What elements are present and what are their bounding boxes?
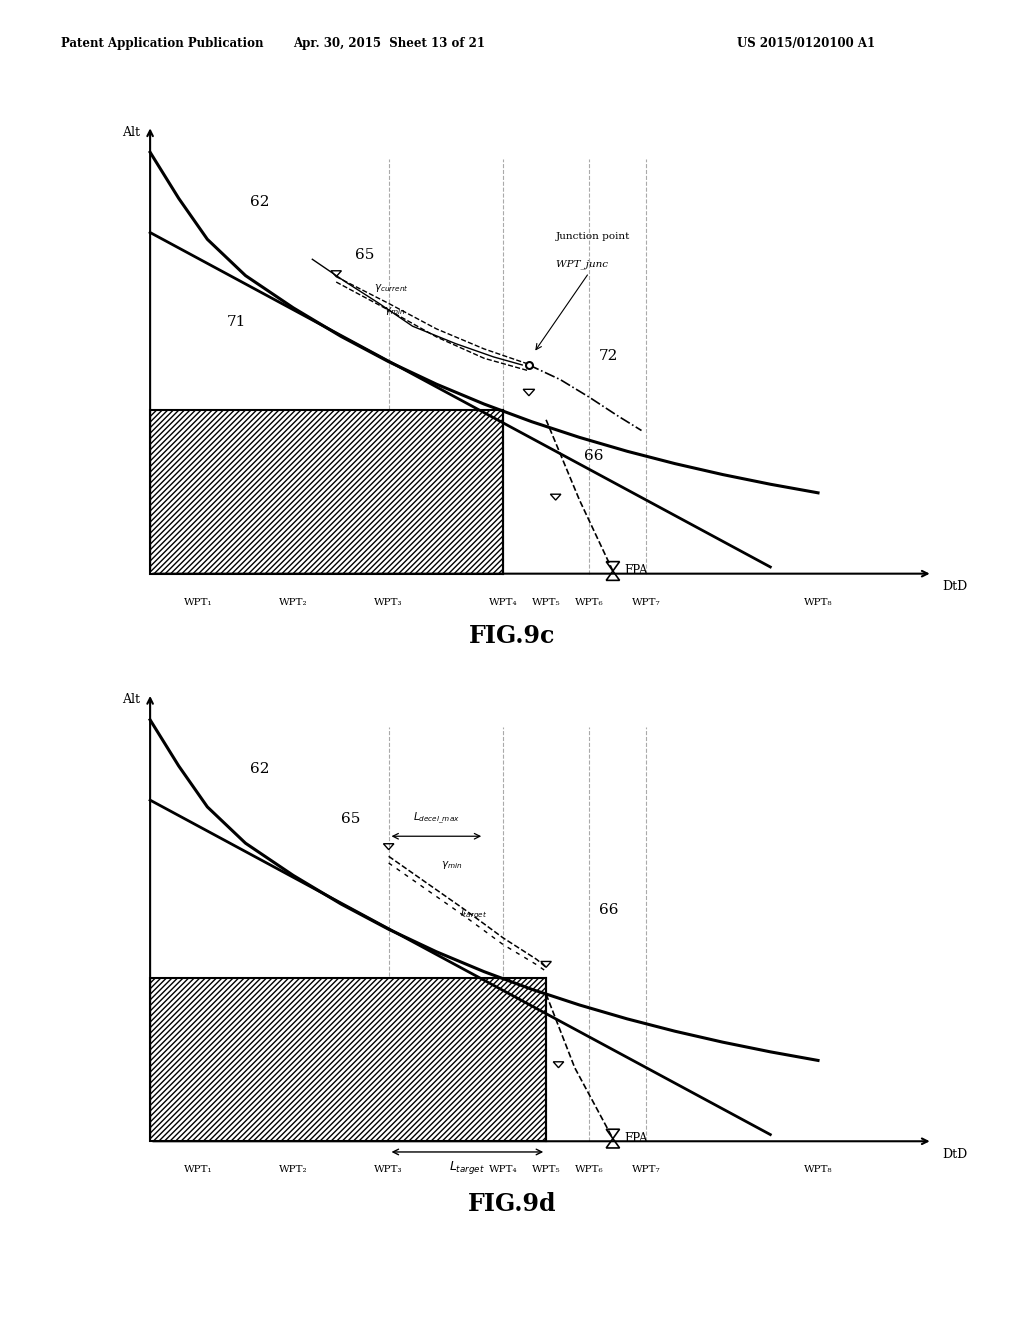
Text: Alt: Alt	[122, 125, 140, 139]
Text: WPT₈: WPT₈	[804, 598, 833, 607]
Text: $L_{target}$: $L_{target}$	[450, 1159, 485, 1176]
Text: 65: 65	[341, 812, 360, 826]
Text: WPT₃: WPT₃	[375, 1166, 402, 1175]
Text: WPT₆: WPT₆	[574, 1166, 603, 1175]
Text: DtD: DtD	[942, 581, 968, 594]
Text: $L_{decel\_max}$: $L_{decel\_max}$	[413, 810, 460, 825]
Text: $\gamma_{min}$: $\gamma_{min}$	[384, 305, 406, 317]
Text: DtD: DtD	[942, 1148, 968, 1162]
Text: 66: 66	[585, 449, 604, 463]
Text: 71: 71	[226, 315, 246, 329]
Text: WPT₆: WPT₆	[574, 598, 603, 607]
Text: WPT₃: WPT₃	[375, 598, 402, 607]
Text: WPT_​junc: WPT_​junc	[556, 259, 607, 269]
Text: WPT₂: WPT₂	[279, 1166, 307, 1175]
Text: US 2015/0120100 A1: US 2015/0120100 A1	[737, 37, 876, 50]
Text: WPT₇: WPT₇	[632, 1166, 660, 1175]
Text: WPT₇: WPT₇	[632, 598, 660, 607]
Text: $l_{target}$: $l_{target}$	[460, 907, 487, 921]
Text: 72: 72	[599, 348, 617, 363]
Text: 62: 62	[250, 195, 269, 209]
Text: FIG.9c: FIG.9c	[469, 624, 555, 648]
Text: WPT₄: WPT₄	[488, 598, 517, 607]
Text: WPT₁: WPT₁	[183, 598, 212, 607]
Text: FPA: FPA	[625, 1133, 648, 1144]
Text: WPT₂: WPT₂	[279, 598, 307, 607]
Text: 66: 66	[599, 903, 618, 917]
Text: 62: 62	[250, 763, 269, 776]
Text: Alt: Alt	[122, 693, 140, 706]
Text: WPT₄: WPT₄	[488, 1166, 517, 1175]
Text: WPT₈: WPT₈	[804, 1166, 833, 1175]
Polygon shape	[151, 978, 546, 1142]
Text: WPT₅: WPT₅	[531, 1166, 560, 1175]
Text: $\gamma_{min}$: $\gamma_{min}$	[441, 859, 463, 871]
Text: Apr. 30, 2015  Sheet 13 of 21: Apr. 30, 2015 Sheet 13 of 21	[293, 37, 485, 50]
Text: Patent Application Publication: Patent Application Publication	[61, 37, 264, 50]
Text: $\gamma_{current}$: $\gamma_{current}$	[375, 282, 410, 294]
Polygon shape	[151, 411, 503, 574]
Text: WPT₅: WPT₅	[531, 598, 560, 607]
Text: FIG.9d: FIG.9d	[468, 1192, 556, 1216]
Text: 65: 65	[355, 248, 375, 263]
Text: WPT₁: WPT₁	[183, 1166, 212, 1175]
Text: Junction point: Junction point	[556, 232, 630, 242]
Text: FPA: FPA	[625, 565, 648, 577]
